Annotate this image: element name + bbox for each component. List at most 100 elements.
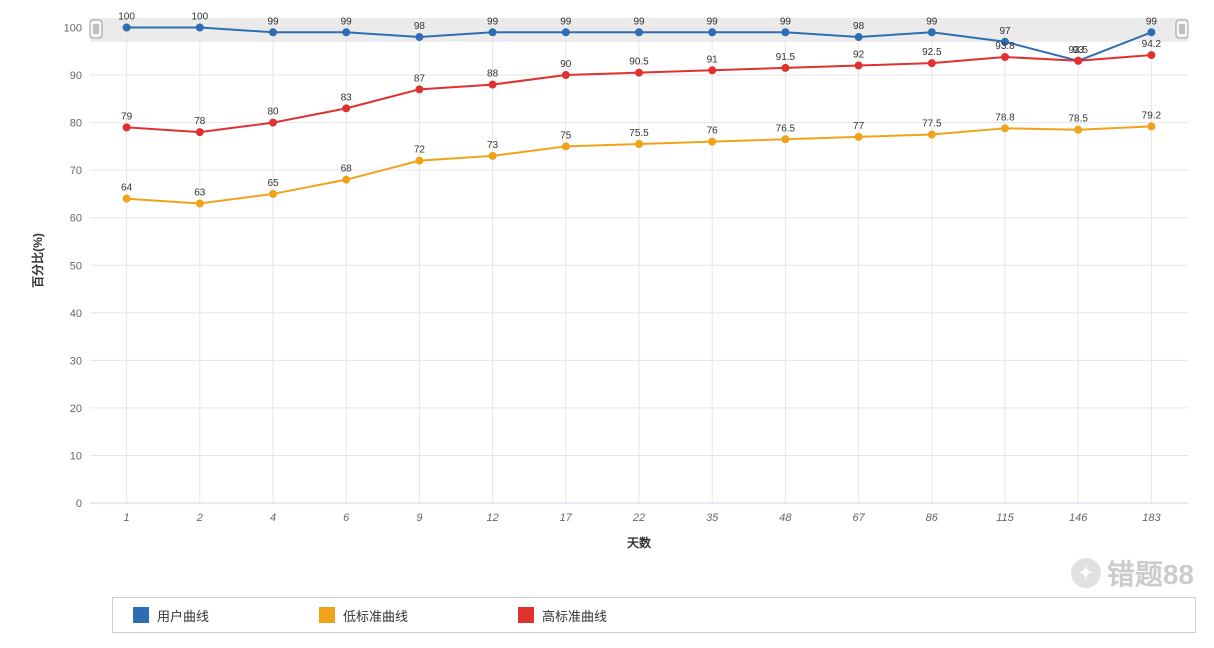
data-label: 75 xyxy=(560,130,572,141)
data-point[interactable] xyxy=(1074,57,1082,65)
data-point[interactable] xyxy=(781,135,789,143)
data-label: 99 xyxy=(780,16,792,27)
data-point[interactable] xyxy=(708,28,716,36)
data-point[interactable] xyxy=(123,24,131,32)
data-point[interactable] xyxy=(562,142,570,150)
svg-text:6: 6 xyxy=(343,512,350,524)
data-point[interactable] xyxy=(855,62,863,70)
data-point[interactable] xyxy=(781,28,789,36)
svg-text:35: 35 xyxy=(706,512,719,524)
svg-text:100: 100 xyxy=(64,23,82,35)
data-point[interactable] xyxy=(635,28,643,36)
data-point[interactable] xyxy=(269,28,277,36)
data-label: 99 xyxy=(487,16,499,27)
data-label: 78.8 xyxy=(995,112,1015,123)
svg-text:17: 17 xyxy=(560,512,573,524)
data-label: 79 xyxy=(121,111,133,122)
data-point[interactable] xyxy=(269,119,277,127)
data-point[interactable] xyxy=(489,28,497,36)
data-label: 93 xyxy=(1073,45,1085,56)
legend-swatch xyxy=(133,607,149,623)
data-point[interactable] xyxy=(855,33,863,41)
data-point[interactable] xyxy=(1001,53,1009,61)
data-point[interactable] xyxy=(196,24,204,32)
data-point[interactable] xyxy=(489,152,497,160)
svg-text:30: 30 xyxy=(70,355,82,367)
data-label: 91.5 xyxy=(776,52,796,63)
data-label: 98 xyxy=(853,21,865,32)
svg-text:146: 146 xyxy=(1069,512,1088,524)
svg-text:12: 12 xyxy=(486,512,498,524)
data-label: 87 xyxy=(414,73,426,84)
svg-text:4: 4 xyxy=(270,512,276,524)
data-point[interactable] xyxy=(196,128,204,136)
data-point[interactable] xyxy=(1074,126,1082,134)
data-point[interactable] xyxy=(928,59,936,67)
legend-label: 低标准曲线 xyxy=(343,606,408,625)
svg-text:86: 86 xyxy=(926,512,939,524)
data-point[interactable] xyxy=(928,130,936,138)
data-label: 99 xyxy=(633,16,645,27)
range-slider-handle[interactable] xyxy=(90,20,102,38)
svg-text:百分比(%): 百分比(%) xyxy=(30,233,45,288)
data-label: 99 xyxy=(707,16,719,27)
svg-text:20: 20 xyxy=(70,403,82,415)
svg-text:10: 10 xyxy=(70,450,82,462)
data-point[interactable] xyxy=(928,28,936,36)
data-point[interactable] xyxy=(196,199,204,207)
data-point[interactable] xyxy=(415,157,423,165)
data-point[interactable] xyxy=(562,71,570,79)
data-point[interactable] xyxy=(708,66,716,74)
legend-swatch xyxy=(518,607,534,623)
data-label: 100 xyxy=(118,12,135,23)
svg-text:115: 115 xyxy=(996,512,1014,524)
data-point[interactable] xyxy=(635,69,643,77)
data-label: 65 xyxy=(267,178,279,189)
data-label: 99 xyxy=(560,16,572,27)
data-point[interactable] xyxy=(342,28,350,36)
data-point[interactable] xyxy=(342,104,350,112)
legend: 用户曲线 低标准曲线 高标准曲线 xyxy=(112,597,1196,633)
data-label: 75.5 xyxy=(629,128,649,139)
svg-text:70: 70 xyxy=(70,165,82,177)
data-point[interactable] xyxy=(342,176,350,184)
data-label: 83 xyxy=(341,92,353,103)
svg-text:天数: 天数 xyxy=(627,535,652,550)
data-label: 80 xyxy=(267,107,279,118)
svg-text:9: 9 xyxy=(416,512,422,524)
data-label: 100 xyxy=(191,12,208,23)
data-point[interactable] xyxy=(781,64,789,72)
data-point[interactable] xyxy=(123,195,131,203)
data-label: 78 xyxy=(194,116,206,127)
data-point[interactable] xyxy=(635,140,643,148)
data-label: 99 xyxy=(341,16,353,27)
legend-item-low[interactable]: 低标准曲线 xyxy=(319,606,408,625)
legend-item-high[interactable]: 高标准曲线 xyxy=(518,606,607,625)
svg-text:60: 60 xyxy=(70,213,82,225)
data-point[interactable] xyxy=(489,81,497,89)
legend-item-user[interactable]: 用户曲线 xyxy=(133,606,209,625)
line-chart: 0102030405060708090100124691217223548678… xyxy=(0,0,1214,643)
data-point[interactable] xyxy=(562,28,570,36)
data-point[interactable] xyxy=(1001,124,1009,132)
data-point[interactable] xyxy=(708,138,716,146)
data-label: 99 xyxy=(267,16,279,27)
svg-text:2: 2 xyxy=(196,512,203,524)
data-point[interactable] xyxy=(1147,28,1155,36)
data-label: 79.2 xyxy=(1142,110,1162,121)
data-point[interactable] xyxy=(1147,122,1155,130)
data-label: 77.5 xyxy=(922,118,942,129)
svg-text:50: 50 xyxy=(70,260,82,272)
range-slider-handle[interactable] xyxy=(1176,20,1188,38)
data-point[interactable] xyxy=(1147,51,1155,59)
data-label: 92 xyxy=(853,50,865,61)
data-label: 98 xyxy=(414,21,426,32)
data-point[interactable] xyxy=(415,85,423,93)
data-label: 68 xyxy=(341,164,353,175)
data-point[interactable] xyxy=(123,123,131,131)
data-point[interactable] xyxy=(855,133,863,141)
data-point[interactable] xyxy=(415,33,423,41)
data-label: 90 xyxy=(560,59,572,70)
data-point[interactable] xyxy=(269,190,277,198)
data-label: 72 xyxy=(414,145,426,156)
